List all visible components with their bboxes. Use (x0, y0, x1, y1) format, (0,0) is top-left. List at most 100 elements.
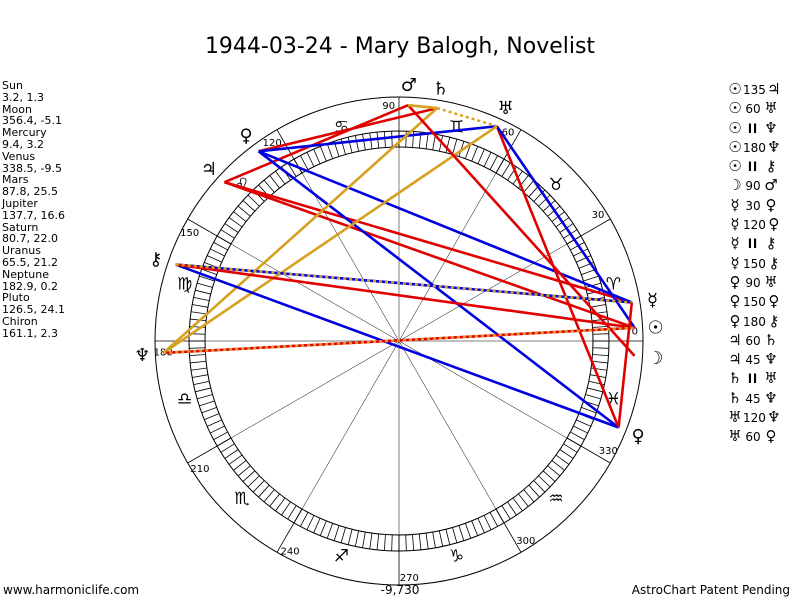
website-link[interactable]: www.harmoniclife.com (3, 583, 140, 597)
jupiter-glyph-icon: ♃ (728, 350, 742, 369)
degree-tick (563, 443, 578, 453)
degree-tick (592, 333, 609, 335)
degree-tick (533, 480, 546, 493)
aspect-row: ♅120♆ (727, 408, 782, 427)
capricorn-sign-icon: ♑ (449, 546, 464, 566)
degree-tick (528, 484, 540, 498)
degree-tick (263, 179, 275, 193)
sign-divider (495, 508, 522, 553)
degree-tick (258, 484, 270, 498)
planet-name-jupiter: Jupiter (2, 196, 38, 210)
degree-tick (445, 529, 451, 545)
planet-name-venus: Venus (2, 149, 36, 163)
aspect-row: ☉ ll ⚷ (727, 157, 782, 176)
degree-tick (391, 131, 393, 148)
degree-tick (220, 229, 235, 239)
aspect-list: ☉135♃ ☉ 60 ♅ ☉ ll ♆ ☉180♆ ☉ ll ⚷ ☽ 90 ♂ ☿ 30 ♀ ☿ 120 ♀ ☿ ll ⚷ ☿… (727, 80, 782, 447)
degree-tick (197, 282, 213, 288)
degree-tick (213, 431, 228, 440)
aspect-line-mars-saturn (407, 103, 438, 110)
planet-coords-uranus: 65.5, 21.2 (2, 255, 58, 269)
chiron-glyph-icon: ⚷ (765, 157, 777, 176)
aspect-line-chiron-sun (175, 263, 635, 330)
planet-name-sun: Sun (2, 79, 23, 92)
planet-name-mercury: Mercury (2, 126, 47, 140)
degree-tick (512, 497, 523, 512)
degree-tick (583, 275, 599, 282)
degree-tick (369, 132, 373, 149)
aspect-row: ☉ ll ♆ (727, 119, 782, 138)
aspect-line-jupiter-mars (223, 103, 409, 184)
degree-tick (354, 135, 360, 152)
planet-name-mars: Mars (2, 173, 29, 187)
aspect-value: 60 (745, 430, 761, 445)
degree-tick (581, 406, 597, 414)
degree-label: 120 (263, 138, 282, 149)
degree-tick (206, 255, 222, 263)
degree-tick (210, 248, 225, 257)
degree-tick (193, 380, 210, 386)
degree-label: 210 (190, 464, 209, 475)
sign-divider (495, 129, 522, 174)
degree-tick (501, 162, 511, 177)
aspect-line-jupiter-mercury (224, 180, 633, 304)
degree-tick (555, 454, 570, 465)
degree-tick (269, 493, 280, 507)
degree-tick (247, 194, 260, 207)
venus-planet-icon: ♀ (632, 426, 645, 447)
planet-position-list: Sun 3.2, 1.3 Moon 356.4, -5.1 Mercury 9.4, 3.… (2, 80, 65, 340)
degree-tick (471, 146, 479, 162)
degree-tick (376, 533, 380, 550)
aspect-value: 30 (745, 198, 761, 213)
mercury-glyph-icon: ☿ (730, 195, 740, 214)
neptune-glyph-icon: ♆ (767, 137, 781, 156)
degree-tick (237, 205, 251, 217)
aspect-value: ll (747, 160, 759, 175)
uranus-glyph-icon: ♅ (764, 272, 778, 291)
degree-tick (213, 242, 228, 251)
degree-tick (252, 480, 265, 493)
planet-name-uranus: Uranus (2, 244, 41, 258)
degree-tick (300, 155, 309, 170)
degree-tick (306, 152, 315, 167)
sun-glyph-icon: ☉ (728, 80, 742, 98)
degree-tick (523, 179, 535, 193)
degree-tick (464, 143, 472, 159)
degree-tick (362, 531, 366, 548)
planet-name-chiron: Chiron (2, 314, 38, 328)
degree-tick (220, 443, 235, 453)
degree-tick (313, 518, 321, 534)
degree-tick (201, 268, 217, 276)
aspect-value: 90 (745, 179, 761, 194)
degree-tick (201, 406, 217, 414)
planet-name-saturn: Saturn (2, 220, 39, 234)
degree-tick (391, 534, 393, 551)
spoke-line (398, 340, 497, 510)
pluto-glyph-icon: ♀ (768, 215, 780, 234)
degree-tick (242, 200, 256, 212)
aspect-row: ♀ 90 ♅ (727, 273, 782, 292)
moon-glyph-icon: ☽ (728, 176, 742, 195)
aspect-line-pluto-venus (257, 150, 620, 429)
degree-tick (192, 374, 209, 378)
degree-tick (542, 200, 556, 212)
degree-tick (425, 533, 429, 550)
degree-tick (538, 475, 551, 488)
aspect-line-uranus-sun (495, 125, 636, 329)
aspect-row: ♅ 60 ♀ (727, 427, 782, 446)
degree-tick (489, 155, 498, 170)
degree-tick (464, 523, 472, 539)
degree-tick (287, 162, 297, 177)
degree-tick (347, 529, 353, 545)
patent-note: AstroChart Patent Pending (631, 583, 790, 597)
degree-tick (195, 387, 211, 393)
sign-divider (566, 437, 611, 464)
mercury-planet-icon: ☿ (647, 290, 658, 311)
degree-label: 150 (180, 228, 199, 239)
degree-tick (477, 148, 485, 164)
aspect-line-pluto-saturn (258, 106, 438, 153)
degree-label: 0 (632, 327, 638, 338)
degree-tick (489, 512, 498, 527)
degree-tick (501, 505, 511, 520)
degree-tick (319, 146, 327, 162)
